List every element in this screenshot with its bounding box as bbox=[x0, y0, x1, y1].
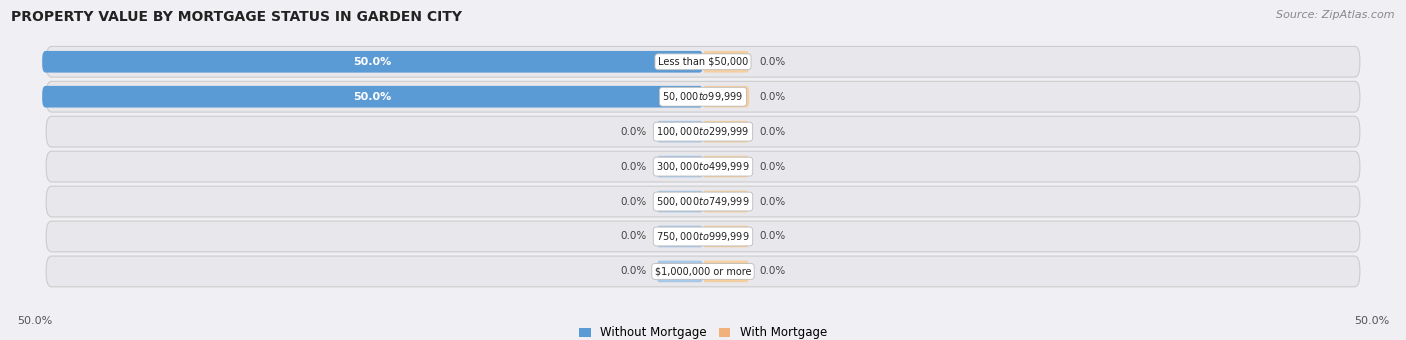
FancyBboxPatch shape bbox=[657, 121, 703, 142]
Text: 50.0%: 50.0% bbox=[353, 57, 392, 67]
Text: 0.0%: 0.0% bbox=[620, 197, 647, 206]
FancyBboxPatch shape bbox=[46, 46, 1360, 77]
FancyBboxPatch shape bbox=[703, 191, 749, 212]
FancyBboxPatch shape bbox=[46, 151, 1360, 182]
Text: Source: ZipAtlas.com: Source: ZipAtlas.com bbox=[1277, 10, 1395, 20]
Text: $300,000 to $499,999: $300,000 to $499,999 bbox=[657, 160, 749, 173]
Text: 50.0%: 50.0% bbox=[1354, 317, 1389, 326]
Text: 0.0%: 0.0% bbox=[759, 92, 786, 102]
FancyBboxPatch shape bbox=[46, 221, 1360, 252]
FancyBboxPatch shape bbox=[46, 256, 1360, 287]
FancyBboxPatch shape bbox=[42, 51, 703, 73]
FancyBboxPatch shape bbox=[46, 116, 1360, 147]
Text: 0.0%: 0.0% bbox=[620, 232, 647, 241]
Text: 50.0%: 50.0% bbox=[353, 92, 392, 102]
Text: $50,000 to $99,999: $50,000 to $99,999 bbox=[662, 90, 744, 103]
FancyBboxPatch shape bbox=[703, 51, 749, 73]
Text: 0.0%: 0.0% bbox=[620, 162, 647, 172]
Text: 0.0%: 0.0% bbox=[759, 267, 786, 276]
Text: PROPERTY VALUE BY MORTGAGE STATUS IN GARDEN CITY: PROPERTY VALUE BY MORTGAGE STATUS IN GAR… bbox=[11, 10, 463, 24]
FancyBboxPatch shape bbox=[657, 260, 703, 282]
Text: $100,000 to $299,999: $100,000 to $299,999 bbox=[657, 125, 749, 138]
Text: 0.0%: 0.0% bbox=[759, 197, 786, 206]
FancyBboxPatch shape bbox=[657, 191, 703, 212]
FancyBboxPatch shape bbox=[703, 260, 749, 282]
FancyBboxPatch shape bbox=[703, 156, 749, 177]
Text: 0.0%: 0.0% bbox=[620, 267, 647, 276]
Text: 0.0%: 0.0% bbox=[759, 232, 786, 241]
Text: 50.0%: 50.0% bbox=[17, 317, 52, 326]
Text: $500,000 to $749,999: $500,000 to $749,999 bbox=[657, 195, 749, 208]
Text: Less than $50,000: Less than $50,000 bbox=[658, 57, 748, 67]
FancyBboxPatch shape bbox=[46, 186, 1360, 217]
Text: $750,000 to $999,999: $750,000 to $999,999 bbox=[657, 230, 749, 243]
FancyBboxPatch shape bbox=[42, 86, 703, 107]
FancyBboxPatch shape bbox=[657, 226, 703, 247]
Text: 0.0%: 0.0% bbox=[620, 127, 647, 137]
FancyBboxPatch shape bbox=[703, 86, 749, 107]
Legend: Without Mortgage, With Mortgage: Without Mortgage, With Mortgage bbox=[576, 324, 830, 340]
FancyBboxPatch shape bbox=[703, 226, 749, 247]
FancyBboxPatch shape bbox=[657, 156, 703, 177]
FancyBboxPatch shape bbox=[703, 121, 749, 142]
Text: $1,000,000 or more: $1,000,000 or more bbox=[655, 267, 751, 276]
Text: 0.0%: 0.0% bbox=[759, 162, 786, 172]
FancyBboxPatch shape bbox=[46, 81, 1360, 112]
Text: 0.0%: 0.0% bbox=[759, 127, 786, 137]
Text: 0.0%: 0.0% bbox=[759, 57, 786, 67]
